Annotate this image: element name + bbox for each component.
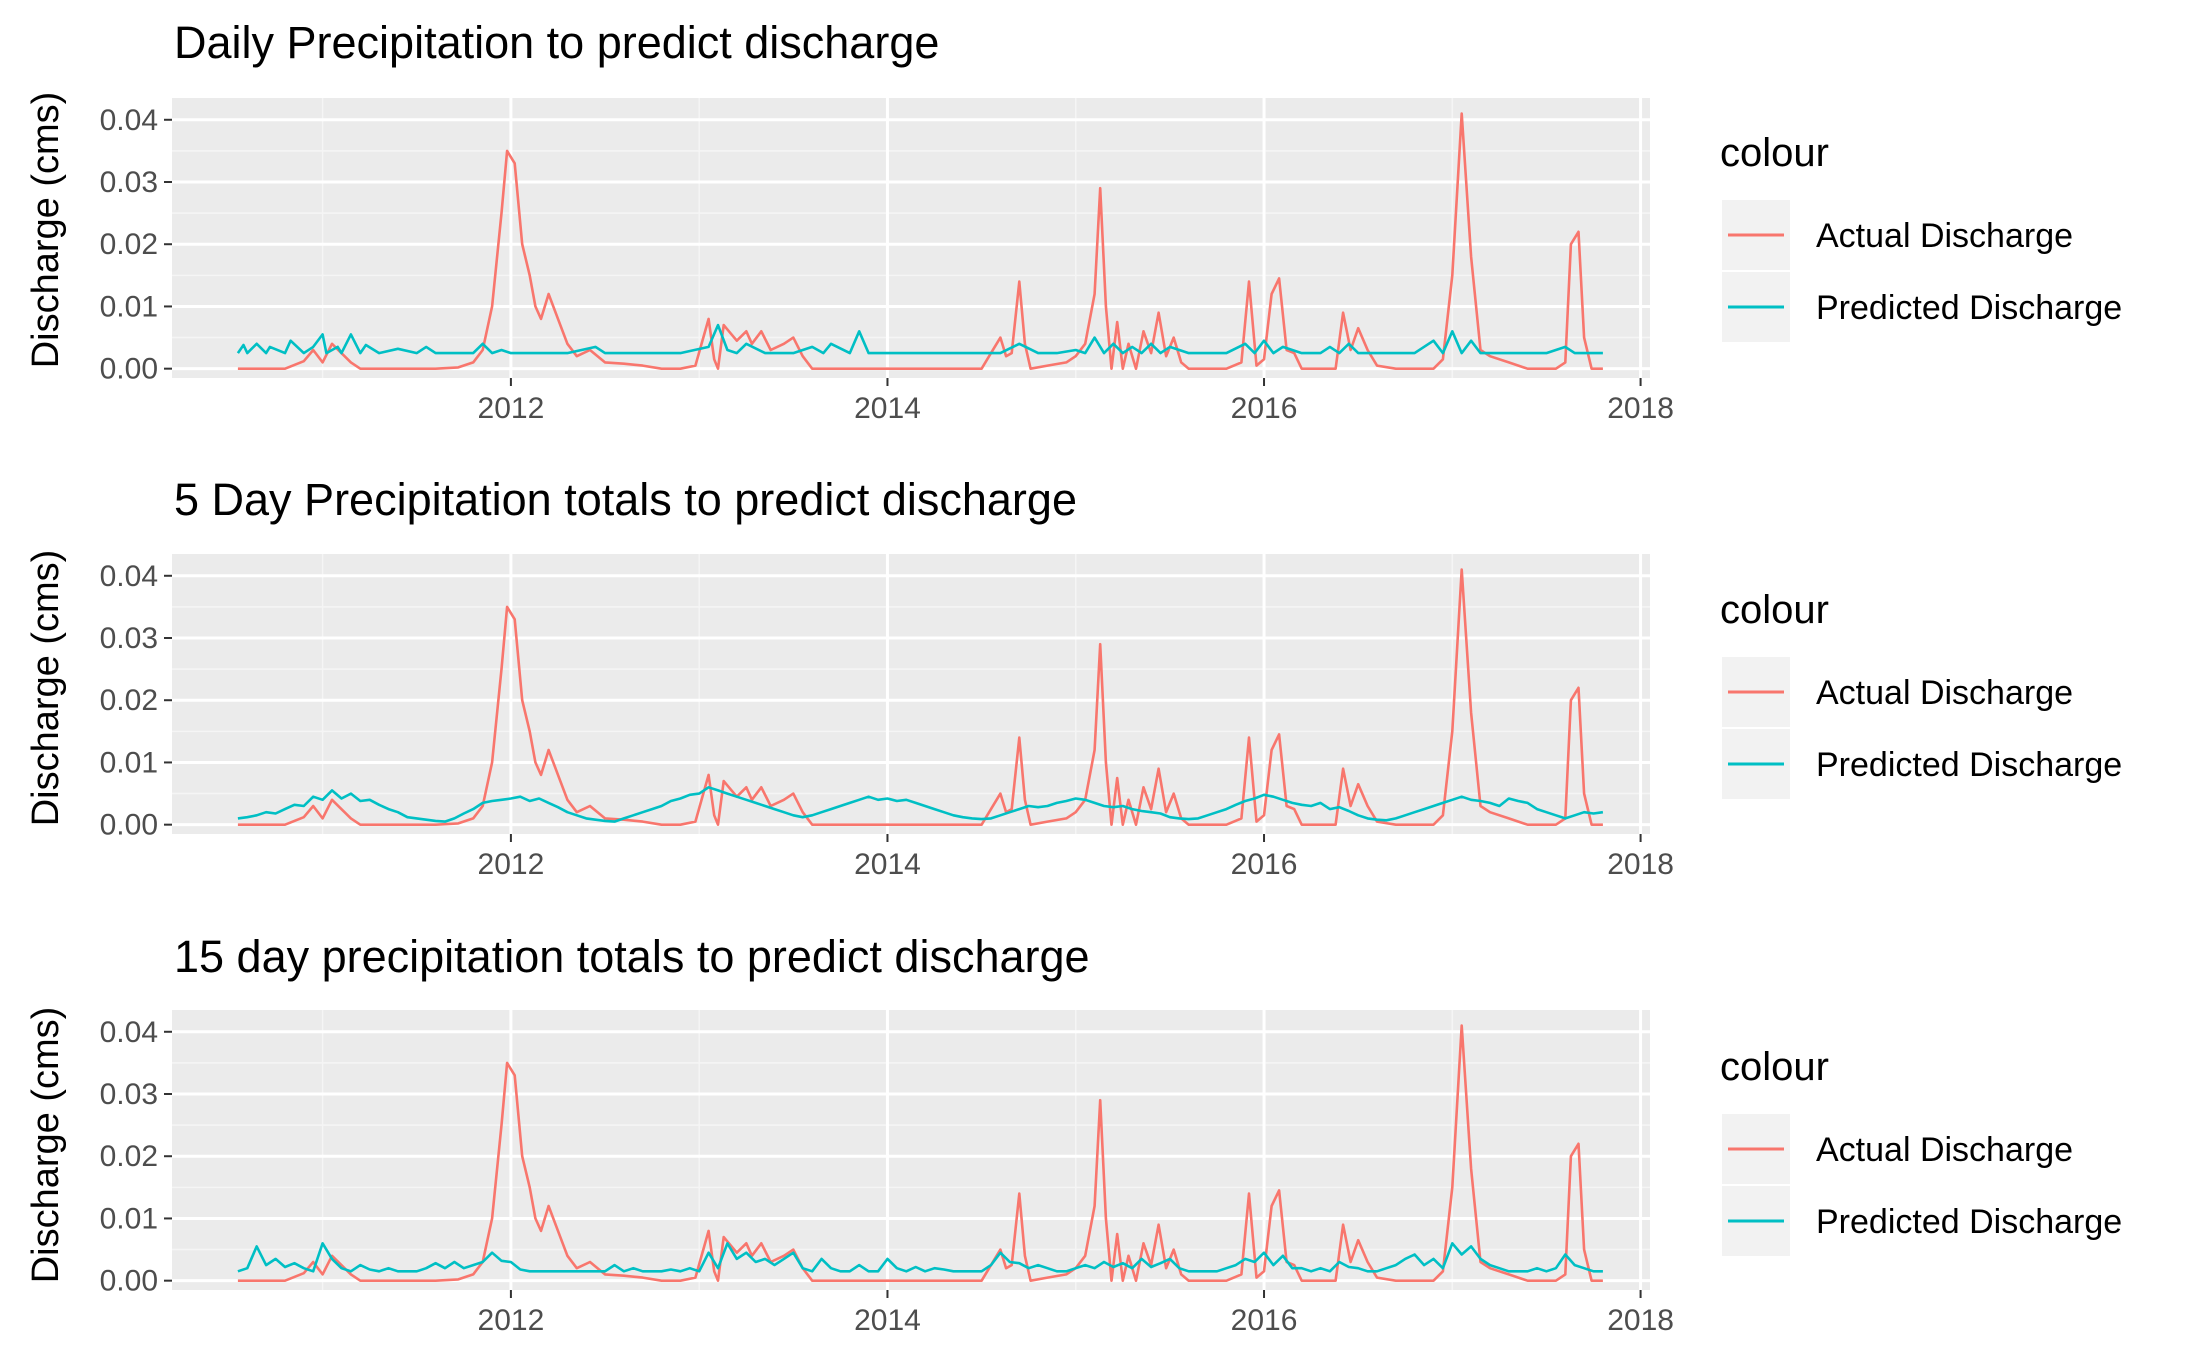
x-tick-label: 2012 (478, 1304, 545, 1337)
y-tick-label: 0.03 (100, 622, 158, 655)
y-tick-label: 0.02 (100, 1140, 158, 1173)
legend-label-actual: Actual Discharge (1816, 217, 2073, 255)
y-tick-label: 0.00 (100, 809, 158, 842)
legend-title: colour (1720, 131, 1829, 175)
legend-label-actual: Actual Discharge (1816, 674, 2073, 712)
y-tick-label: 0.00 (100, 1265, 158, 1298)
panel-3: 15 day precipitation totals to predict d… (25, 931, 2122, 1337)
x-tick-label: 2012 (478, 848, 545, 881)
y-tick-labels: 0.00 0.01 0.02 0.03 0.04 (100, 1016, 158, 1298)
plot-background (172, 98, 1650, 378)
series-line-actual (237, 568, 1603, 827)
panel-1: Daily Precipitation to predict discharge… (25, 17, 2122, 425)
plot-background (172, 554, 1650, 834)
gridlines (172, 554, 1650, 834)
series-line-actual (237, 1024, 1603, 1282)
x-tick-label: 2018 (1607, 1304, 1674, 1337)
panel-title: 15 day precipitation totals to predict d… (174, 931, 1090, 982)
y-tick-label: 0.02 (100, 684, 158, 717)
legend-title: colour (1720, 1045, 1829, 1089)
y-axis-label: Discharge (cms) (25, 1007, 67, 1284)
y-tick-label: 0.02 (100, 228, 158, 261)
x-tick-labels: 2012 2014 2016 2018 (478, 392, 1674, 425)
y-tick-label: 0.04 (100, 1016, 158, 1049)
legend-label-actual: Actual Discharge (1816, 1131, 2073, 1169)
panel-title: 5 Day Precipitation totals to predict di… (174, 474, 1077, 525)
plot-area (237, 568, 1604, 827)
legend-label-predicted: Predicted Discharge (1816, 746, 2122, 784)
plot-background (172, 1010, 1650, 1290)
panel-title: Daily Precipitation to predict discharge (174, 17, 939, 68)
x-tick-label: 2016 (1231, 392, 1298, 425)
y-tick-label: 0.04 (100, 104, 158, 137)
x-tick-label: 2014 (854, 392, 921, 425)
y-tick-label: 0.01 (100, 1202, 158, 1235)
legend-label-predicted: Predicted Discharge (1816, 1203, 2122, 1241)
series-line-predicted (236, 323, 1603, 355)
y-tick-label: 0.03 (100, 1078, 158, 1111)
y-tick-label: 0.00 (100, 353, 158, 386)
legend: colour Actual Discharge Predicted Discha… (1720, 1045, 2122, 1256)
x-tick-label: 2016 (1231, 848, 1298, 881)
legend: colour Actual Discharge Predicted Discha… (1720, 131, 2122, 342)
y-tick-label: 0.01 (100, 746, 158, 779)
panel-2: 5 Day Precipitation totals to predict di… (25, 474, 2122, 881)
legend-title: colour (1720, 588, 1829, 632)
series-line-predicted (237, 785, 1604, 823)
y-tick-label: 0.04 (100, 560, 158, 593)
series-line-actual (237, 112, 1603, 371)
y-axis-label: Discharge (cms) (25, 92, 67, 369)
x-tick-label: 2014 (854, 1304, 921, 1337)
y-tick-labels: 0.00 0.01 0.02 0.03 0.04 (100, 104, 158, 386)
y-tick-labels: 0.00 0.01 0.02 0.03 0.04 (100, 560, 158, 842)
legend-label-predicted: Predicted Discharge (1816, 289, 2122, 327)
plot-area (236, 112, 1603, 371)
y-tick-label: 0.01 (100, 290, 158, 323)
x-tick-label: 2014 (854, 848, 921, 881)
x-tick-labels: 2012 2014 2016 2018 (478, 1304, 1674, 1337)
x-tick-label: 2018 (1607, 848, 1674, 881)
y-axis-label: Discharge (cms) (25, 550, 67, 827)
x-tick-label: 2018 (1607, 392, 1674, 425)
series-line-predicted (237, 1242, 1603, 1273)
y-tick-label: 0.03 (100, 166, 158, 199)
plot-area (237, 1024, 1603, 1282)
x-tick-label: 2016 (1231, 1304, 1298, 1337)
legend: colour Actual Discharge Predicted Discha… (1720, 588, 2122, 799)
x-tick-label: 2012 (478, 392, 545, 425)
x-tick-labels: 2012 2014 2016 2018 (478, 848, 1674, 881)
